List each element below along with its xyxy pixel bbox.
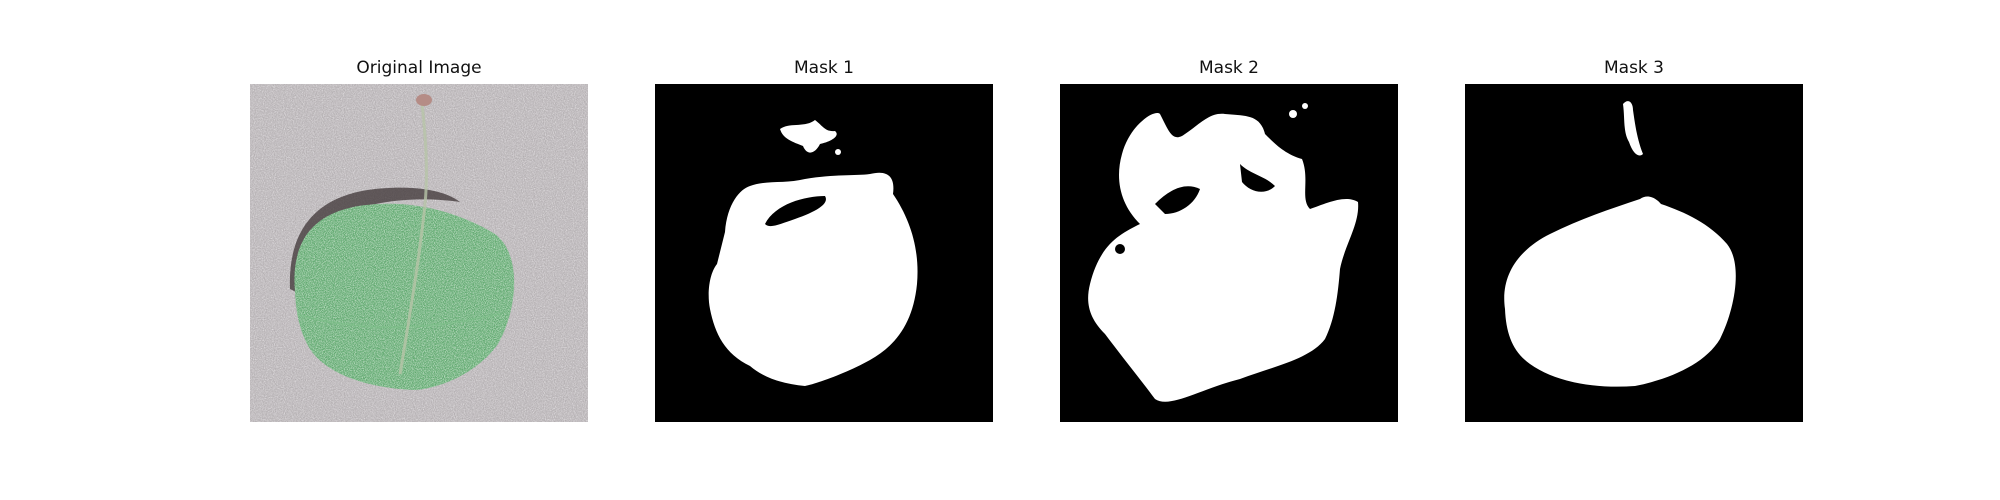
panel-mask-1: Mask 1: [655, 0, 993, 500]
panel-title: Mask 3: [1603, 58, 1664, 78]
mask-3-image: [1465, 84, 1803, 422]
panel-title: Mask 1: [793, 58, 854, 78]
panel-title: Mask 2: [1198, 58, 1259, 78]
panel-title: Original Image: [356, 58, 482, 78]
panel-mask-3: Mask 3: [1465, 0, 1803, 500]
mask-1-image: [655, 84, 993, 422]
mask-2-image: [1060, 84, 1398, 422]
panel-mask-2: Mask 2: [1060, 0, 1398, 500]
original-leaf-photo: [250, 84, 588, 422]
panel-original-image: Original Image: [250, 0, 588, 500]
